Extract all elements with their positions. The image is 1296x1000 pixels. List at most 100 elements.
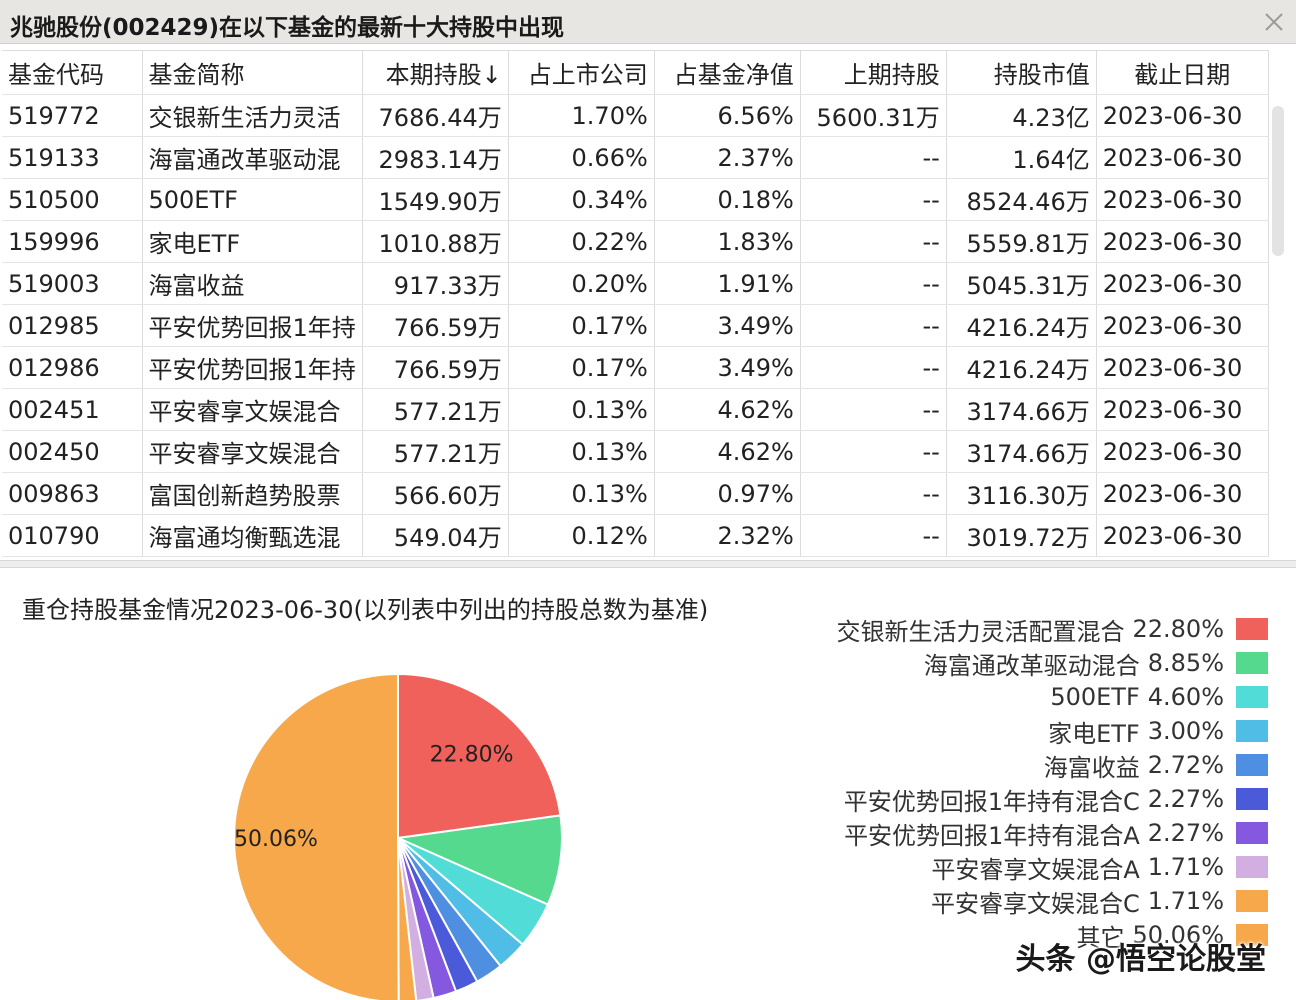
cell-pct-company: 0.66% xyxy=(508,136,655,179)
col-header-pct-company[interactable]: 占上市公司 xyxy=(508,50,655,95)
close-icon[interactable] xyxy=(1256,4,1292,40)
col-header-prev-holding[interactable]: 上期持股 xyxy=(800,50,947,95)
cell-fund-name: 平安优势回报1年持 xyxy=(142,304,363,347)
cell-current-holding: 766.59万 xyxy=(362,304,509,347)
cell-fund-name: 平安睿享文娱混合 xyxy=(142,388,363,431)
cell-pct-company: 0.12% xyxy=(508,514,655,557)
cell-current-holding: 549.04万 xyxy=(362,514,509,557)
vertical-scrollbar[interactable] xyxy=(1268,98,1288,558)
legend-value: 3.00% xyxy=(1147,717,1224,745)
legend-swatch xyxy=(1236,822,1268,844)
legend-value: 1.71% xyxy=(1147,853,1224,881)
legend-item[interactable]: 平安优势回报1年持有混合A 2.27% xyxy=(708,816,1268,850)
cell-market-value: 4216.24万 xyxy=(946,346,1097,389)
legend-item[interactable]: 其它 50.06% xyxy=(708,918,1268,952)
cell-pct-nav: 6.56% xyxy=(654,94,801,137)
cell-pct-company: 0.34% xyxy=(508,178,655,221)
table-row[interactable]: 009863 富国创新趋势股票 566.60万 0.13% 0.97% -- 3116.30… xyxy=(2,472,1269,515)
cell-fund-code: 159996 xyxy=(2,220,143,263)
legend-label: 平安优势回报1年持有混合C xyxy=(843,787,1140,816)
table-row[interactable]: 510500 500ETF 1549.90万 0.34% 0.18% -- 8524.46万… xyxy=(2,178,1269,221)
col-header-date[interactable]: 截止日期 xyxy=(1096,50,1269,95)
cell-fund-name: 平安睿享文娱混合 xyxy=(142,430,363,473)
cell-current-holding: 766.59万 xyxy=(362,346,509,389)
pie-slice[interactable] xyxy=(397,837,418,1000)
cell-date: 2023-06-30 xyxy=(1096,178,1269,221)
cell-market-value: 3174.66万 xyxy=(946,430,1097,473)
legend-item[interactable]: 海富收益 2.72% xyxy=(708,748,1268,782)
cell-pct-nav: 4.62% xyxy=(654,388,801,431)
table-row[interactable]: 002450 平安睿享文娱混合 577.21万 0.13% 4.62% -- 3174.66… xyxy=(2,430,1269,473)
legend-item[interactable]: 平安睿享文娱混合A 1.71% xyxy=(708,850,1268,884)
col-header-current-holding[interactable]: 本期持股↓ xyxy=(362,50,509,95)
table-row[interactable]: 012986 平安优势回报1年持 766.59万 0.17% 3.49% -- 4216.2… xyxy=(2,346,1269,389)
cell-date: 2023-06-30 xyxy=(1096,430,1269,473)
cell-market-value: 5045.31万 xyxy=(946,262,1097,305)
scrollbar-thumb[interactable] xyxy=(1272,106,1284,256)
legend-swatch xyxy=(1236,924,1268,946)
cell-fund-code: 510500 xyxy=(2,178,143,221)
cell-pct-company: 0.17% xyxy=(508,304,655,347)
legend-value: 50.06% xyxy=(1132,921,1224,949)
cell-prev-holding: -- xyxy=(800,430,947,473)
table-row[interactable]: 159996 家电ETF 1010.88万 0.22% 1.83% -- 5559.81万 2… xyxy=(2,220,1269,263)
col-header-fund-code[interactable]: 基金代码 xyxy=(2,50,143,95)
table-row[interactable]: 519772 交银新生活力灵活 7686.44万 1.70% 6.56% 5600.31万… xyxy=(2,94,1269,137)
legend-item[interactable]: 交银新生活力灵活配置混合 22.80% xyxy=(708,612,1268,646)
legend-value: 2.27% xyxy=(1147,819,1224,847)
legend-label: 海富通改革驱动混合 xyxy=(923,651,1140,680)
legend-item[interactable]: 平安优势回报1年持有混合C 2.27% xyxy=(708,782,1268,816)
cell-pct-company: 0.13% xyxy=(508,472,655,515)
legend-item[interactable]: 500ETF 4.60% xyxy=(708,680,1268,714)
cell-prev-holding: -- xyxy=(800,514,947,557)
legend-swatch xyxy=(1236,720,1268,742)
cell-pct-nav: 0.18% xyxy=(654,178,801,221)
close-button[interactable] xyxy=(1256,4,1292,40)
legend-value: 8.85% xyxy=(1147,649,1224,677)
cell-market-value: 5559.81万 xyxy=(946,220,1097,263)
legend-item[interactable]: 家电ETF 3.00% xyxy=(708,714,1268,748)
col-header-market-value[interactable]: 持股市值 xyxy=(946,50,1097,95)
cell-prev-holding: -- xyxy=(800,178,947,221)
legend-item[interactable]: 海富通改革驱动混合 8.85% xyxy=(708,646,1268,680)
cell-current-holding: 577.21万 xyxy=(362,388,509,431)
legend-label: 海富收益 xyxy=(1043,753,1140,782)
cell-date: 2023-06-30 xyxy=(1096,514,1269,557)
table-row[interactable]: 012985 平安优势回报1年持 766.59万 0.17% 3.49% -- 4216.2… xyxy=(2,304,1269,347)
legend-value: 4.60% xyxy=(1147,683,1224,711)
cell-market-value: 3019.72万 xyxy=(946,514,1097,557)
legend-value: 1.71% xyxy=(1147,887,1224,915)
pie-slice[interactable] xyxy=(233,672,400,1000)
cell-pct-company: 0.20% xyxy=(508,262,655,305)
cell-date: 2023-06-30 xyxy=(1096,304,1269,347)
panel-splitter[interactable] xyxy=(0,560,1296,568)
cell-pct-nav: 1.91% xyxy=(654,262,801,305)
data-label-other-slice: 50.06% xyxy=(234,827,318,852)
legend-item[interactable]: 平安睿享文娱混合C 1.71% xyxy=(708,884,1268,918)
col-header-pct-nav[interactable]: 占基金净值 xyxy=(654,50,801,95)
legend-swatch xyxy=(1236,618,1268,640)
cell-prev-holding: -- xyxy=(800,304,947,347)
holdings-table-panel: 基金代码 基金简称 本期持股↓ 占上市公司 占基金净值 上期持股 持股市值 截止… xyxy=(0,44,1296,558)
legend-label: 其它 xyxy=(1076,923,1125,952)
cell-date: 2023-06-30 xyxy=(1096,472,1269,515)
cell-prev-holding: -- xyxy=(800,262,947,305)
table-row[interactable]: 519133 海富通改革驱动混 2983.14万 0.66% 2.37% -- 1.64亿 2… xyxy=(2,136,1269,179)
cell-pct-nav: 4.62% xyxy=(654,430,801,473)
pie-slice[interactable] xyxy=(394,814,563,906)
cell-current-holding: 917.33万 xyxy=(362,262,509,305)
legend-value: 2.27% xyxy=(1147,785,1224,813)
table-row[interactable]: 002451 平安睿享文娱混合 577.21万 0.13% 4.62% -- 3174.66… xyxy=(2,388,1269,431)
cell-market-value: 3174.66万 xyxy=(946,388,1097,431)
cell-pct-nav: 0.97% xyxy=(654,472,801,515)
cell-prev-holding: -- xyxy=(800,346,947,389)
cell-pct-nav: 3.49% xyxy=(654,304,801,347)
legend-label: 家电ETF xyxy=(1048,719,1140,748)
cell-pct-company: 0.13% xyxy=(508,388,655,431)
pie-slice[interactable] xyxy=(397,672,562,840)
col-header-fund-name[interactable]: 基金简称 xyxy=(142,50,363,95)
table-row[interactable]: 010790 海富通均衡甄选混 549.04万 0.12% 2.32% -- 3019.72… xyxy=(2,514,1269,557)
window-title: 兆驰股份(002429)在以下基金的最新十大持股中出现 xyxy=(10,15,565,41)
legend-label: 交银新生活力灵活配置混合 xyxy=(836,617,1125,646)
table-row[interactable]: 519003 海富收益 917.33万 0.20% 1.91% -- 5045.31万 202… xyxy=(2,262,1269,305)
